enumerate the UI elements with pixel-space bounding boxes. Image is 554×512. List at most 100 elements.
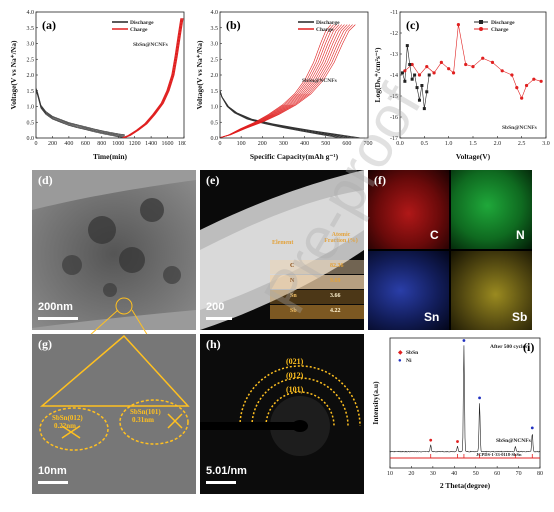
chart-b-xlabel: Specific Capacity(mAh g⁻¹) <box>250 152 339 161</box>
chart-a-line-discharge <box>36 89 125 136</box>
chart-c-point-charge <box>418 73 421 76</box>
table-cell-sn-label: Sn <box>290 293 297 299</box>
chart-c-point-discharge <box>401 71 404 74</box>
chart-a-xtick-label: 200 <box>48 141 57 147</box>
saed-h-label-012: (012) <box>286 371 303 380</box>
hrtem-g-scale: 10nm <box>38 465 67 477</box>
panel-a-letter: (a) <box>42 18 56 33</box>
chart-c-point-discharge <box>425 90 428 93</box>
chart-i-sample: SbSn@NCNFs <box>496 438 531 444</box>
chart-c-point-charge <box>491 61 494 64</box>
chart-b-xtick-label: 0 <box>219 141 222 147</box>
stem-image-e: (e) 200 Element Atomic Fraction (%) C 82… <box>200 170 364 330</box>
chart-c-xtick-label: 3.0 <box>542 141 550 147</box>
hrtem-g-label-left-line1: SbSn(012) <box>52 414 83 422</box>
chart-b-ytick-label: 2.0 <box>211 73 219 79</box>
tem-d-pore-5 <box>163 266 181 284</box>
chart-c-plot <box>401 23 543 110</box>
chart-a-ytick-label: 3.5 <box>27 26 35 32</box>
chart-c-point-charge <box>501 69 504 72</box>
chart-c-xtick-label: 1.0 <box>445 141 453 147</box>
saed-h-label-021: (021) <box>286 357 303 366</box>
table-cell-sn-value: 3.66 <box>330 293 341 299</box>
chart-b-plot <box>220 25 360 138</box>
chart-a-ytick-label: 0.5 <box>27 120 35 126</box>
chart-i-svg: 10 20 30 40 50 60 70 80 2 Theta(degree) Intensi… <box>368 334 548 494</box>
chart-i-peak-marker <box>456 440 459 443</box>
chart-i-peak-marker <box>531 426 534 429</box>
tem-d-scalebar <box>38 317 78 320</box>
tem-d-pore-2 <box>140 198 164 222</box>
chart-c-ytick-label: -13 <box>390 52 398 58</box>
chart-a-plot <box>36 18 183 137</box>
element-table: Element Atomic Fraction (%) C 82.36 N 9.… <box>270 230 364 330</box>
chart-a-svg: 020040060080010001200140016001800 0.00.5… <box>8 4 186 164</box>
saed-image-h: (h) (021) (012) (101) 5.01/nm <box>200 334 364 494</box>
chart-b: 0 100 200 300 400 500 600 700 0.0 0.5 1.0 1.5 2.0 2.… <box>196 4 374 164</box>
stem-e-scalebar <box>206 317 232 320</box>
chart-c-ytick-label: -16 <box>390 115 398 121</box>
chart-b-xtick-label: 100 <box>237 141 246 147</box>
chart-b-xtick-label: 400 <box>300 141 309 147</box>
eds-label-c: C <box>430 228 439 242</box>
chart-b-ytick-label: 0.5 <box>211 120 219 126</box>
chart-c-frame <box>400 12 546 138</box>
chart-c-point-charge <box>464 63 467 66</box>
tem-d-pore-4 <box>119 247 145 273</box>
panel-d-letter: (d) <box>38 173 53 188</box>
chart-i-peak-marker <box>429 439 432 442</box>
panel-b-letter: (b) <box>226 18 241 33</box>
chart-c-point-charge <box>452 71 455 74</box>
chart-a-xtick-label: 0 <box>35 141 38 147</box>
tem-d-scale: 200nm <box>38 301 73 313</box>
chart-a: 0 200 400 600 800 1000 1200 1400 1600 1800 0.0 0.5… <box>8 4 186 164</box>
tem-d-pore-1 <box>88 216 116 244</box>
chart-i-line-pattern <box>390 345 540 452</box>
table-cell-c-label: C <box>290 263 294 269</box>
chart-i-xtick-label: 80 <box>537 471 543 477</box>
chart-c-point-charge <box>510 73 513 76</box>
chart-c-point-charge <box>425 65 428 68</box>
table-header-fraction: Atomic Fraction (%) <box>320 232 362 244</box>
chart-c-line-discharge <box>402 46 429 109</box>
chart-i-ref: JCPDS-1-33-0118-SbSn <box>476 452 522 457</box>
chart-b-ytick-label: 1.0 <box>211 105 219 111</box>
table-row-sn <box>270 290 364 304</box>
chart-c-point-discharge <box>413 74 416 77</box>
panel-i-letter: (i) <box>523 340 534 355</box>
chart-c-point-charge <box>432 71 435 74</box>
chart-i-xtick-label: 20 <box>408 471 414 477</box>
chart-i-ylabel: Intensity(a.u) <box>371 381 380 425</box>
eds-label-sb: Sb <box>512 310 527 324</box>
table-cell-n-label: N <box>290 278 294 284</box>
chart-a-xtick-label: 600 <box>81 141 90 147</box>
chart-b-ytick-label: 3.5 <box>211 26 219 32</box>
chart-c-ytick-label: -11 <box>390 10 398 16</box>
stem-e-scale: 200 <box>206 301 224 313</box>
chart-c-point-charge <box>457 23 460 26</box>
chart-c-legend-marker-discharge <box>479 20 483 24</box>
chart-c-point-discharge <box>406 44 409 47</box>
eds-label-n: N <box>516 228 525 242</box>
chart-a-legend-discharge: Discharge <box>130 20 154 26</box>
chart-a-xlabel: Time(min) <box>93 152 128 161</box>
chart-b-xtick-label: 500 <box>321 141 330 147</box>
chart-c-point-discharge <box>408 63 411 66</box>
table-header-element: Element <box>272 240 293 246</box>
chart-c-ytick-label: -15 <box>390 94 398 100</box>
chart-c-point-charge <box>532 78 535 81</box>
chart-c-xtick-label: 2.0 <box>494 141 502 147</box>
chart-c-xlabel: Voltage(V) <box>456 152 491 161</box>
chart-c-point-charge <box>481 57 484 60</box>
tem-d-pore-3 <box>62 255 82 275</box>
chart-c-xtick-label: 2.5 <box>518 141 526 147</box>
chart-c-xtick-label: 0.5 <box>421 141 429 147</box>
chart-i-legend-sbsn: SbSn <box>406 350 418 356</box>
chart-b-xtick-label: 700 <box>364 141 373 147</box>
chart-a-ytick-label: 0.0 <box>27 136 35 142</box>
tem-image-d: (d) 200nm <box>32 170 196 330</box>
chart-a-xtick-label: 800 <box>97 141 106 147</box>
eds-maps-f: (f) C N Sn Sb <box>368 170 532 330</box>
chart-b-svg: 0 100 200 300 400 500 600 700 0.0 0.5 1.0 1.5 2.0 2.… <box>196 4 374 164</box>
chart-a-xtick-label: 400 <box>64 141 73 147</box>
